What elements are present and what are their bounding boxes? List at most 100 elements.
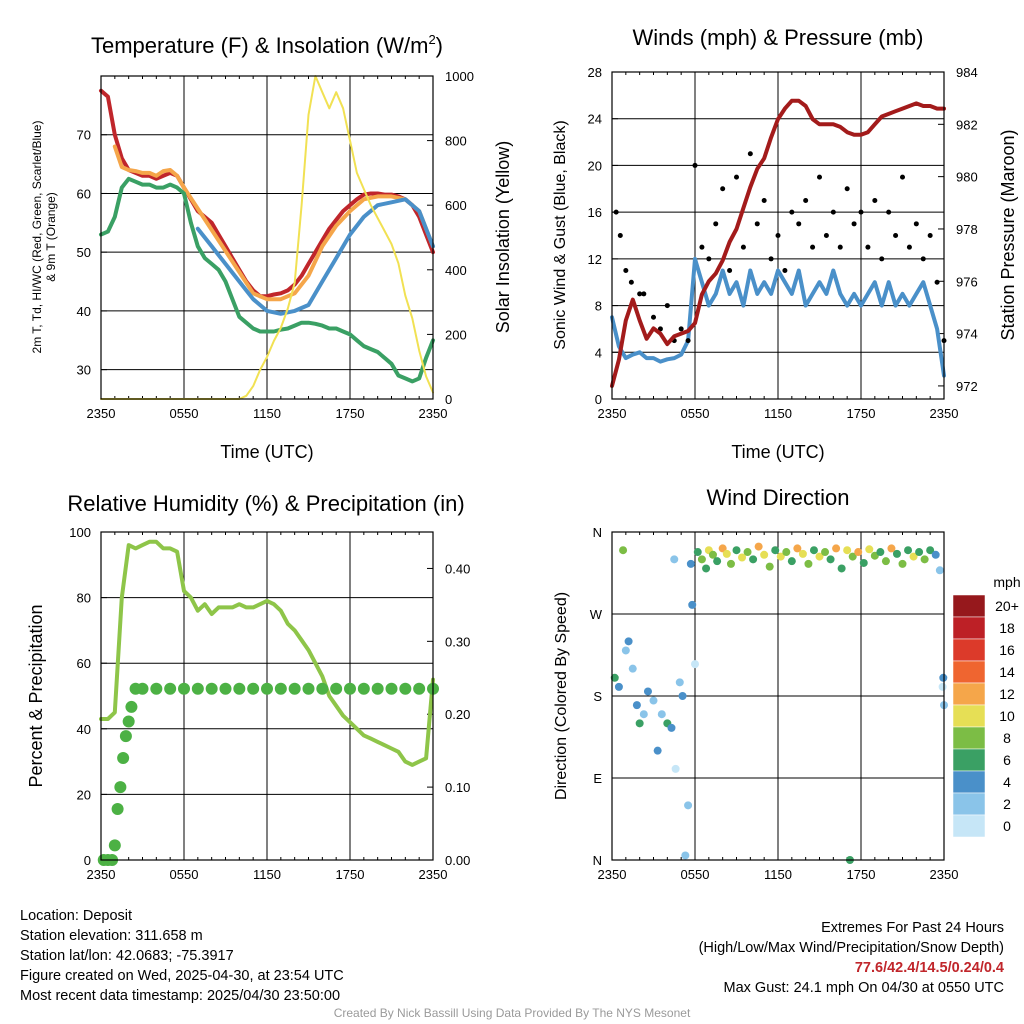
- temperature-plot: 2350 0550 1150 1750 2350 30 40 50 60 70 0 200 400 600…: [77, 69, 474, 421]
- data-point: [713, 557, 722, 566]
- y-tick-label: 40: [77, 722, 91, 737]
- data-point: [913, 221, 919, 227]
- data-point: [754, 542, 763, 551]
- x-tick-label: 2350: [930, 867, 959, 882]
- y2-tick-label: 984: [956, 65, 978, 80]
- data-point: [920, 256, 926, 262]
- data-point: [371, 682, 384, 695]
- data-point: [247, 682, 260, 695]
- y-tick-label: 28: [588, 65, 602, 80]
- series-line: [195, 197, 435, 316]
- data-point: [726, 559, 735, 568]
- data-point: [787, 557, 796, 566]
- legend-swatch: [952, 638, 986, 662]
- y2-tick-label: 400: [445, 263, 467, 278]
- y-tick-label: 50: [77, 245, 91, 260]
- legend-swatch: [952, 814, 986, 838]
- y-tick-label: 70: [77, 128, 91, 143]
- plot-frame: [100, 531, 434, 861]
- data-point: [316, 682, 329, 695]
- y-tick-label: 80: [77, 591, 91, 606]
- x-tick-label: 1750: [847, 867, 876, 882]
- data-point: [302, 682, 315, 695]
- data-point: [830, 209, 836, 215]
- data-point: [754, 221, 760, 227]
- y2-tick-label: 0.20: [445, 707, 470, 722]
- x-tick-label: 2350: [930, 406, 959, 421]
- data-point: [122, 715, 135, 728]
- data-point: [125, 700, 138, 713]
- data-point: [809, 546, 818, 555]
- legend-label: 8: [1003, 730, 1011, 746]
- y2-tick-label: 0.40: [445, 561, 470, 576]
- data-point: [681, 851, 690, 860]
- y2-tick-label: 976: [956, 274, 978, 289]
- data-point: [178, 682, 190, 695]
- data-point: [898, 559, 907, 568]
- data-point: [851, 221, 857, 227]
- legend-label: 0: [1003, 818, 1011, 834]
- data-point: [191, 682, 204, 695]
- data-point: [651, 314, 656, 320]
- station-info: Location: Deposit Station elevation: 311…: [20, 906, 344, 1006]
- data-point: [624, 637, 633, 646]
- data-point: [837, 564, 846, 573]
- legend-label: 20+: [995, 598, 1019, 614]
- legend-swatch: [952, 704, 986, 728]
- legend-label: 2: [1003, 796, 1011, 812]
- data-point: [697, 555, 706, 564]
- data-point: [904, 546, 913, 555]
- winds-x-label: Time (UTC): [731, 442, 824, 462]
- series-line: [99, 176, 435, 384]
- x-tick-label: 1750: [336, 867, 365, 882]
- credit-text: Created By Nick Bassill Using Data Provi…: [333, 1006, 691, 1020]
- data-point: [939, 673, 948, 682]
- legend-title: mph: [993, 574, 1020, 590]
- data-point: [119, 730, 132, 743]
- data-point: [639, 710, 648, 719]
- latlon-text: Station lat/lon: 42.0683; -75.3917: [20, 948, 234, 964]
- y-tick-label: 40: [77, 304, 91, 319]
- data-point: [274, 682, 287, 695]
- data-point: [619, 546, 628, 555]
- extremes-subtitle: (High/Low/Max Wind/Precipitation/Snow De…: [698, 940, 1004, 956]
- x-tick-label: 2350: [598, 406, 627, 421]
- data-point: [684, 801, 693, 810]
- data-point: [653, 746, 662, 755]
- plot-frame: [611, 71, 945, 400]
- data-point: [876, 548, 885, 557]
- data-point: [632, 701, 641, 710]
- humidity-y-left-label: Percent & Precipitation: [26, 604, 46, 787]
- legend-swatch: [952, 682, 986, 706]
- data-point: [872, 197, 878, 203]
- data-point: [854, 548, 863, 557]
- data-point: [934, 279, 940, 285]
- data-point: [789, 209, 795, 215]
- y-tick-label: 60: [77, 656, 91, 671]
- y-tick-label: 24: [588, 112, 602, 127]
- data-point: [344, 682, 356, 695]
- y-tick-label: 16: [588, 205, 602, 220]
- data-point: [692, 162, 698, 168]
- data-point: [693, 548, 702, 557]
- legend-swatch: [952, 594, 986, 618]
- data-point: [793, 544, 802, 553]
- y2-tick-label: 972: [956, 379, 978, 394]
- series-line: [100, 75, 434, 400]
- data-point: [740, 244, 746, 250]
- data-point: [782, 268, 788, 274]
- data-point: [150, 682, 163, 695]
- y-tick-label: 100: [69, 525, 91, 540]
- data-point: [747, 151, 753, 157]
- data-point: [803, 197, 809, 203]
- legend-swatch: [952, 792, 986, 816]
- legend-label: 14: [999, 664, 1015, 680]
- winds-plot: 2350 0550 1150 1750 235004812162024289729749…: [588, 65, 978, 421]
- data-point: [621, 646, 630, 655]
- data-point: [686, 559, 695, 568]
- x-tick-label: 1150: [764, 867, 792, 882]
- data-point: [718, 544, 727, 553]
- data-point: [798, 549, 807, 558]
- data-point: [164, 682, 177, 695]
